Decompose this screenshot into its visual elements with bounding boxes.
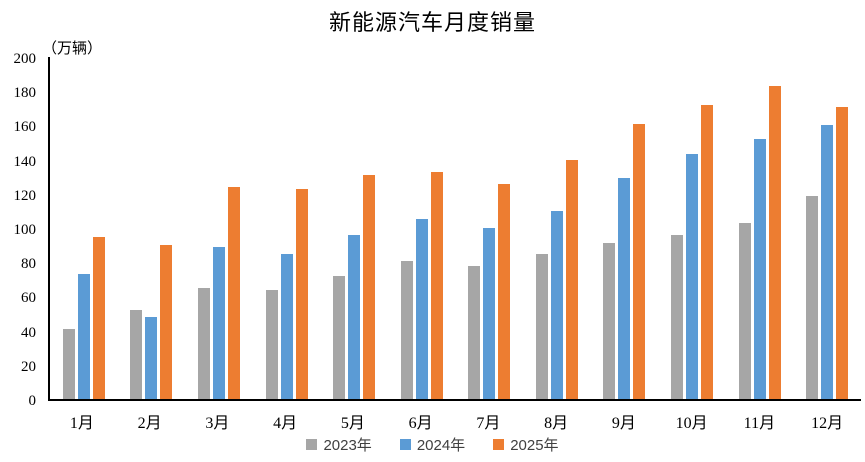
y-tick-label-160: 160 <box>13 119 37 136</box>
legend-label: 2023年 <box>323 437 372 454</box>
bar-group-5月 <box>333 175 376 399</box>
bar-group-12月 <box>806 106 849 399</box>
x-tick-label-12月: 12月 <box>811 415 844 432</box>
bar-group-6月 <box>400 171 443 399</box>
bar-2024年-8月 <box>550 210 563 399</box>
bar-2025年-11月 <box>768 86 781 399</box>
y-tick-label-60: 60 <box>21 290 36 307</box>
y-tick-label-180: 180 <box>13 85 37 102</box>
bar-2023年-12月 <box>806 195 819 399</box>
x-tick-label-1月: 1月 <box>69 415 94 432</box>
y-tick-label-120: 120 <box>13 187 37 204</box>
legend: 2023年 2024年 2025年 <box>0 434 865 455</box>
bar-2023年-11月 <box>738 222 751 399</box>
bar-2023年-6月 <box>400 260 413 399</box>
bar-2023年-10月 <box>670 234 683 399</box>
bar-2024年-12月 <box>821 125 834 399</box>
bar-2024年-3月 <box>212 246 225 399</box>
bar-group-10月 <box>670 104 713 399</box>
bar-group-9月 <box>603 123 646 399</box>
bar-group-4月 <box>265 188 308 399</box>
bar-group-1月 <box>62 236 105 399</box>
bar-2025年-9月 <box>633 123 646 399</box>
bar-2025年-4月 <box>295 188 308 399</box>
bar-2023年-8月 <box>535 253 548 399</box>
bar-2024年-11月 <box>753 139 766 399</box>
plot-area <box>48 57 861 401</box>
x-tick-label-8月: 8月 <box>544 415 569 432</box>
legend-label: 2024年 <box>416 437 466 454</box>
bar-2023年-3月 <box>197 287 210 399</box>
bar-group-2月 <box>130 245 173 399</box>
bar-2025年-1月 <box>92 236 105 399</box>
legend-label: 2025年 <box>510 437 559 454</box>
y-tick-label-0: 0 <box>28 393 37 409</box>
bar-2023年-1月 <box>62 328 75 399</box>
bar-group-7月 <box>468 183 511 399</box>
legend-item-2023年: 2023年 <box>306 434 372 455</box>
bar-group-3月 <box>197 186 240 399</box>
bar-2023年-2月 <box>130 310 143 399</box>
x-tick-label-9月: 9月 <box>611 415 636 432</box>
bar-2025年-12月 <box>836 106 849 399</box>
bar-2025年-5月 <box>363 175 376 399</box>
bar-2025年-6月 <box>430 171 443 399</box>
y-tick-label-140: 140 <box>13 153 37 170</box>
bar-2024年-2月 <box>145 316 158 399</box>
chart-title: 新能源汽车月度销量 <box>328 10 536 35</box>
legend-item-2025年: 2025年 <box>493 434 559 455</box>
bar-2023年-5月 <box>333 275 346 399</box>
x-axis-labels: 1月 2月 3月 4月 5月 6月 7月 8月 9月 10月 11月 12月 <box>48 409 861 433</box>
x-tick-label-2月: 2月 <box>137 415 162 432</box>
legend-swatch-icon <box>306 439 318 450</box>
bar-group-11月 <box>738 86 781 399</box>
x-tick-label-6月: 6月 <box>408 415 433 432</box>
x-tick-label-11月: 11月 <box>743 415 776 432</box>
x-tick-label-3月: 3月 <box>205 415 230 432</box>
bar-2023年-7月 <box>468 265 481 399</box>
bar-2023年-4月 <box>265 289 278 399</box>
bar-2025年-7月 <box>498 183 511 399</box>
y-tick-label-40: 40 <box>21 324 36 341</box>
bar-2023年-9月 <box>603 243 616 399</box>
x-tick-label-5月: 5月 <box>340 415 365 432</box>
bar-2024年-5月 <box>348 234 361 399</box>
y-tick-label-100: 100 <box>13 222 37 238</box>
bar-2024年-1月 <box>77 274 90 399</box>
bar-2025年-2月 <box>160 245 173 399</box>
x-tick-label-10月: 10月 <box>675 415 708 432</box>
bar-2024年-7月 <box>483 228 496 399</box>
y-tick-label-80: 80 <box>21 256 36 273</box>
x-tick-label-7月: 7月 <box>476 415 501 432</box>
legend-swatch-icon <box>399 439 411 450</box>
bar-2024年-6月 <box>415 219 428 399</box>
bar-2025年-8月 <box>565 159 578 399</box>
bar-2025年-10月 <box>700 104 713 399</box>
bar-2025年-3月 <box>227 186 240 399</box>
legend-swatch-icon <box>493 439 505 450</box>
x-tick-label-4月: 4月 <box>273 415 298 432</box>
bar-group-8月 <box>535 159 578 399</box>
legend-item-2024年: 2024年 <box>399 434 466 455</box>
bar-2024年-4月 <box>280 253 293 399</box>
bar-2024年-10月 <box>685 154 698 399</box>
bar-2024年-9月 <box>618 178 631 399</box>
y-tick-label-200: 200 <box>13 51 37 67</box>
y-tick-label-20: 20 <box>21 358 36 375</box>
y-axis-unit-label: （万辆） <box>42 41 103 57</box>
y-axis-ticks: 0 20 40 60 80 100 120 140 160 180 200 <box>0 51 42 409</box>
